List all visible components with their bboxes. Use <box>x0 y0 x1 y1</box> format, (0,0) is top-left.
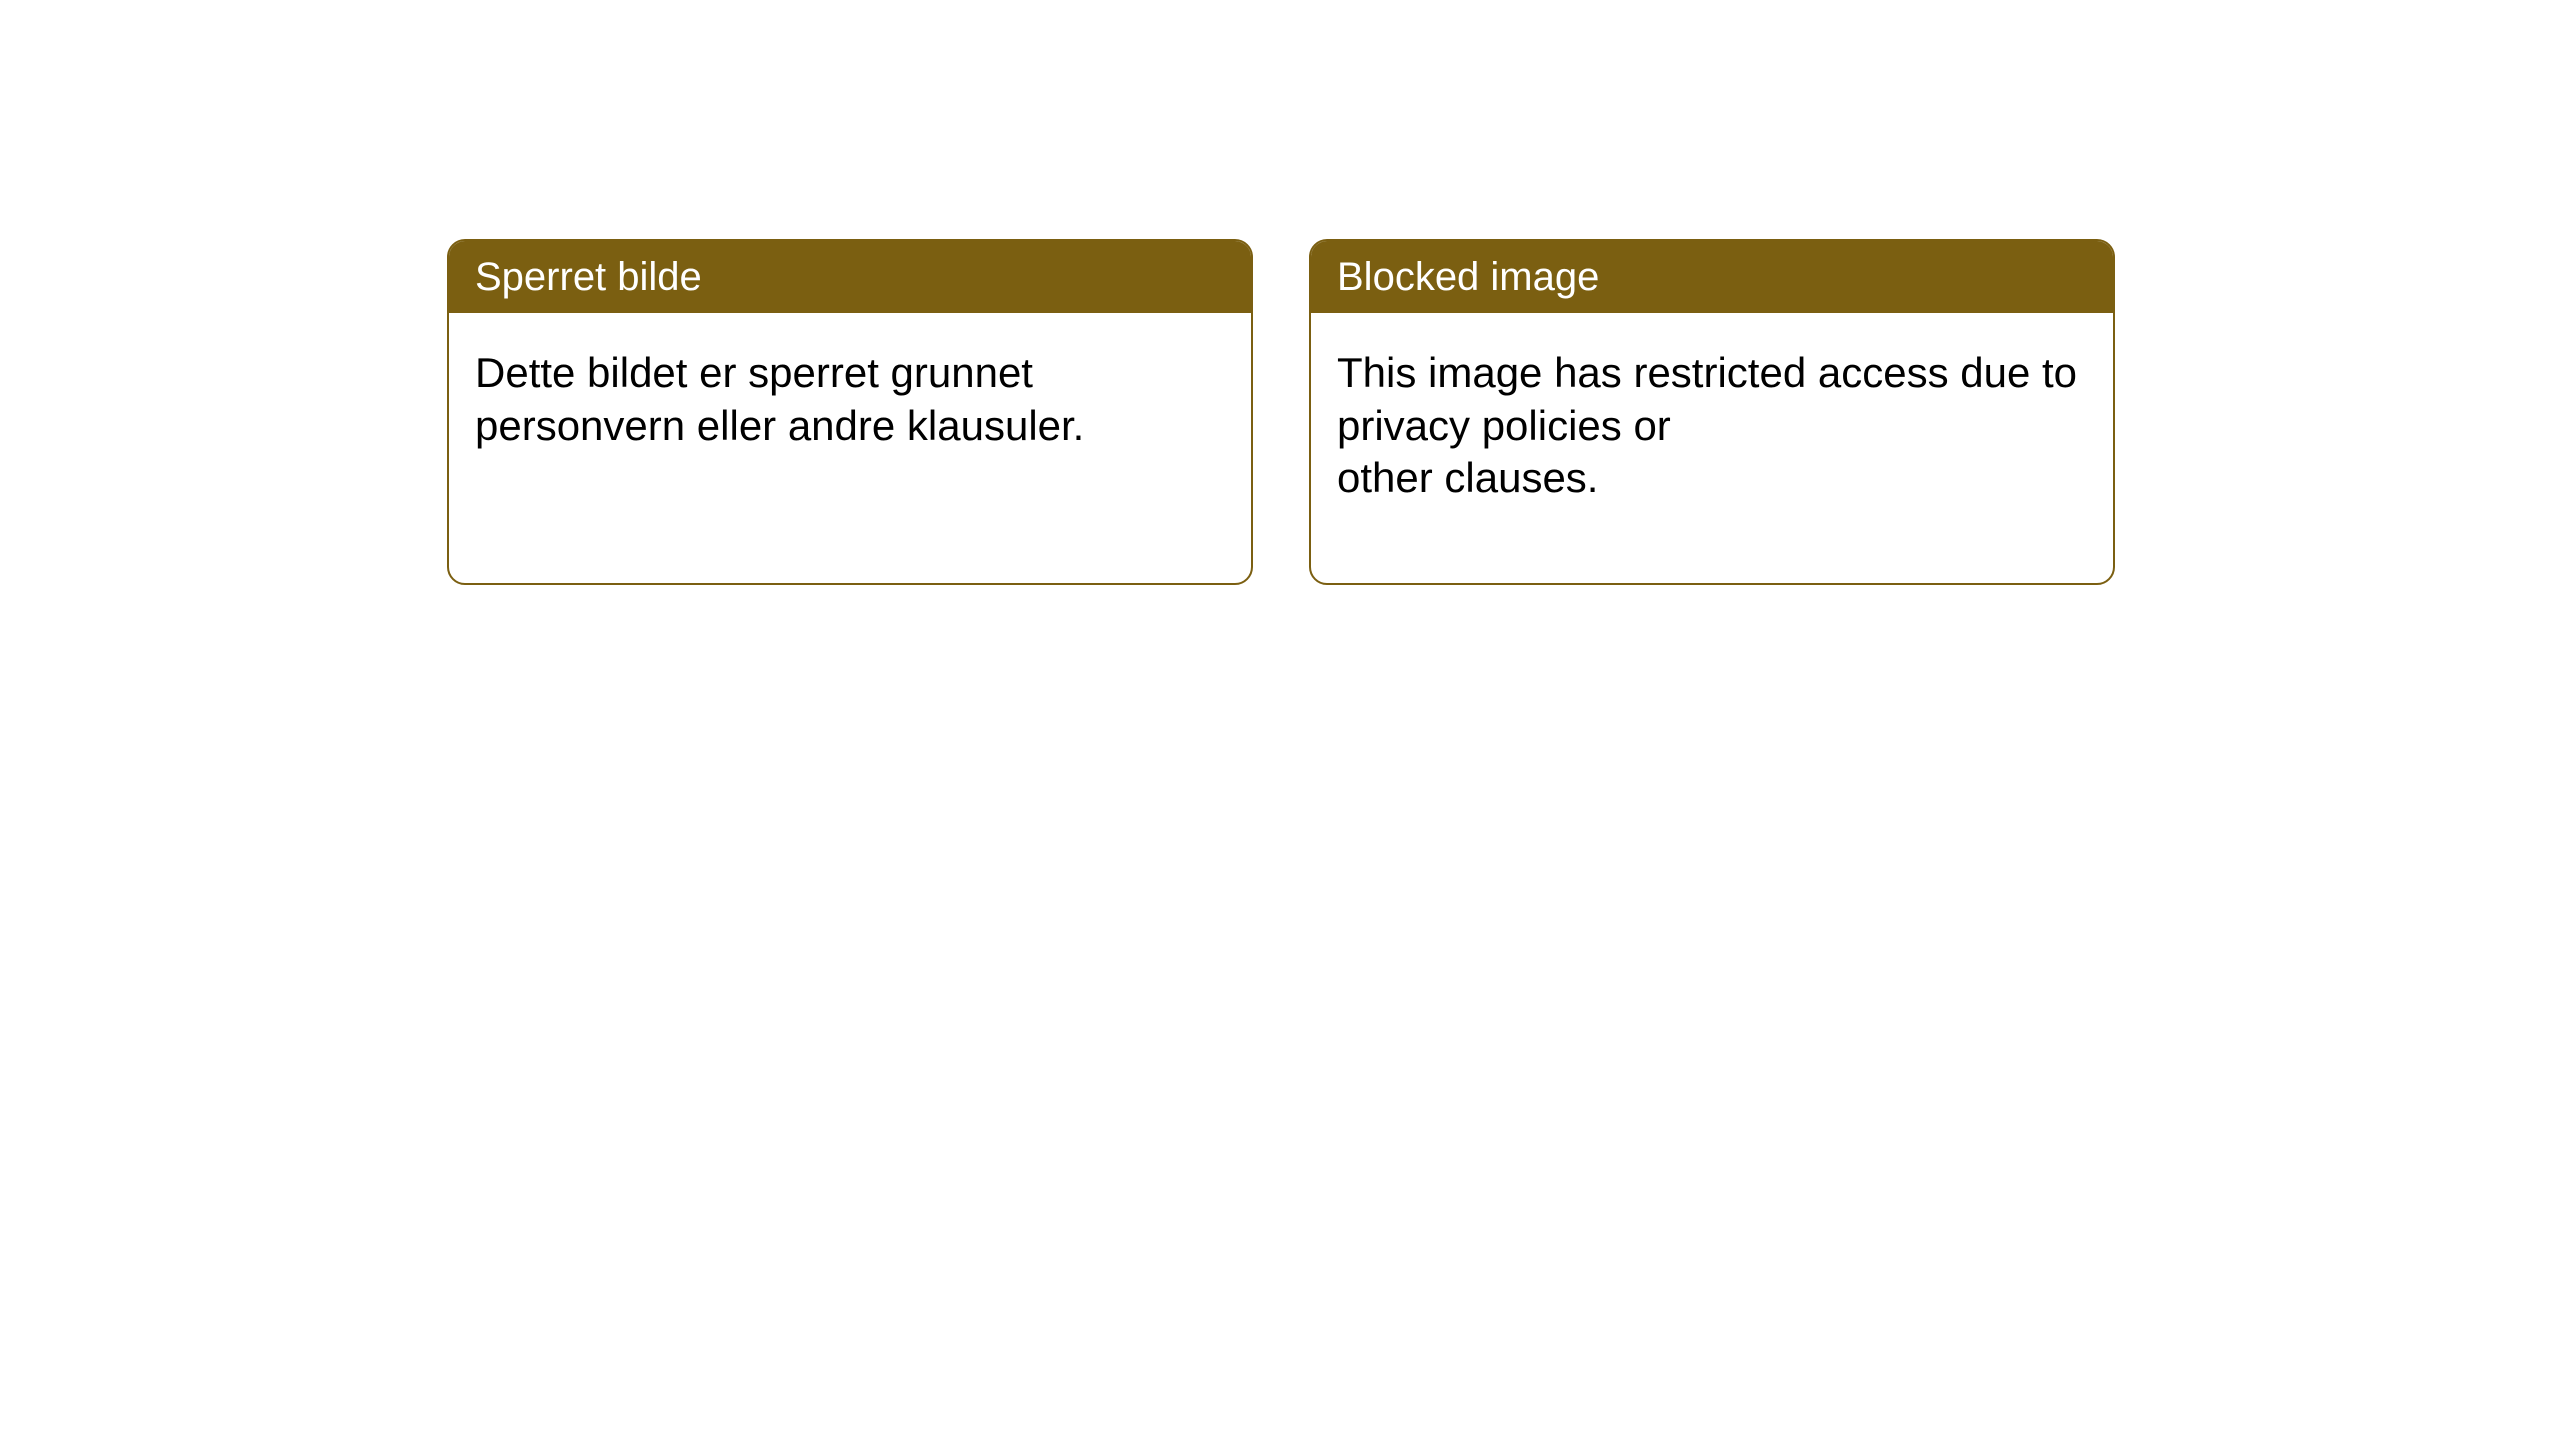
notice-card-container: Sperret bilde Dette bildet er sperret gr… <box>447 239 2115 585</box>
card-message: Dette bildet er sperret grunnet personve… <box>449 313 1251 583</box>
card-message: This image has restricted access due to … <box>1311 313 2113 583</box>
card-title: Blocked image <box>1311 241 2113 313</box>
card-title: Sperret bilde <box>449 241 1251 313</box>
notice-card-english: Blocked image This image has restricted … <box>1309 239 2115 585</box>
notice-card-norwegian: Sperret bilde Dette bildet er sperret gr… <box>447 239 1253 585</box>
